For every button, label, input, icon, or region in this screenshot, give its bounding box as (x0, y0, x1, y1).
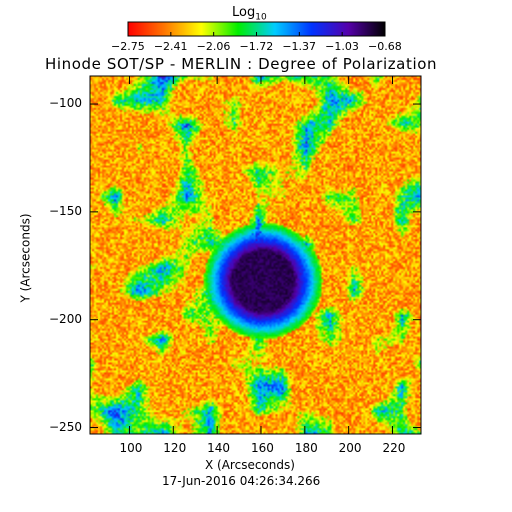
x-tick-label: 200 (338, 441, 362, 455)
y-tick-label: −200 (49, 311, 82, 326)
y-tick-label: −250 (49, 419, 82, 434)
x-tick-label: 180 (294, 441, 318, 455)
plot-frame (89, 75, 422, 435)
y-axis-label: Y (Arcseconds) (18, 213, 33, 303)
colorbar-tick-label: −1.03 (325, 40, 359, 53)
colorbar-ticks (127, 32, 386, 36)
y-tick-label: −150 (49, 203, 82, 218)
colorbar-tick-label: −1.37 (282, 40, 317, 53)
x-tick-label: 100 (119, 441, 143, 455)
colorbar-tick-label: −2.41 (153, 40, 188, 53)
x-axis-ticks (128, 76, 394, 434)
colorbar-tick-label: −0.68 (368, 40, 402, 53)
x-tick-label: 220 (382, 441, 406, 455)
x-axis-label: X (Arcseconds) (205, 458, 295, 472)
x-tick-label: 160 (250, 441, 274, 455)
colorbar-label: Log10 (232, 5, 267, 23)
polarization-heatmap (90, 76, 421, 434)
timestamp: 17-Jun-2016 04:26:34.266 (162, 474, 321, 488)
y-tick-label: −100 (49, 96, 82, 111)
chart-title: Hinode SOT/SP - MERLIN : Degree of Polar… (45, 55, 438, 73)
colorbar-tick-label: −2.06 (196, 40, 231, 53)
x-tick-label: 140 (207, 441, 231, 455)
colorbar-tick-label: −2.75 (111, 40, 145, 53)
x-tick-label: 120 (163, 441, 187, 455)
colorbar-tick-label: −1.72 (239, 40, 274, 53)
y-axis-ticks (90, 103, 421, 429)
